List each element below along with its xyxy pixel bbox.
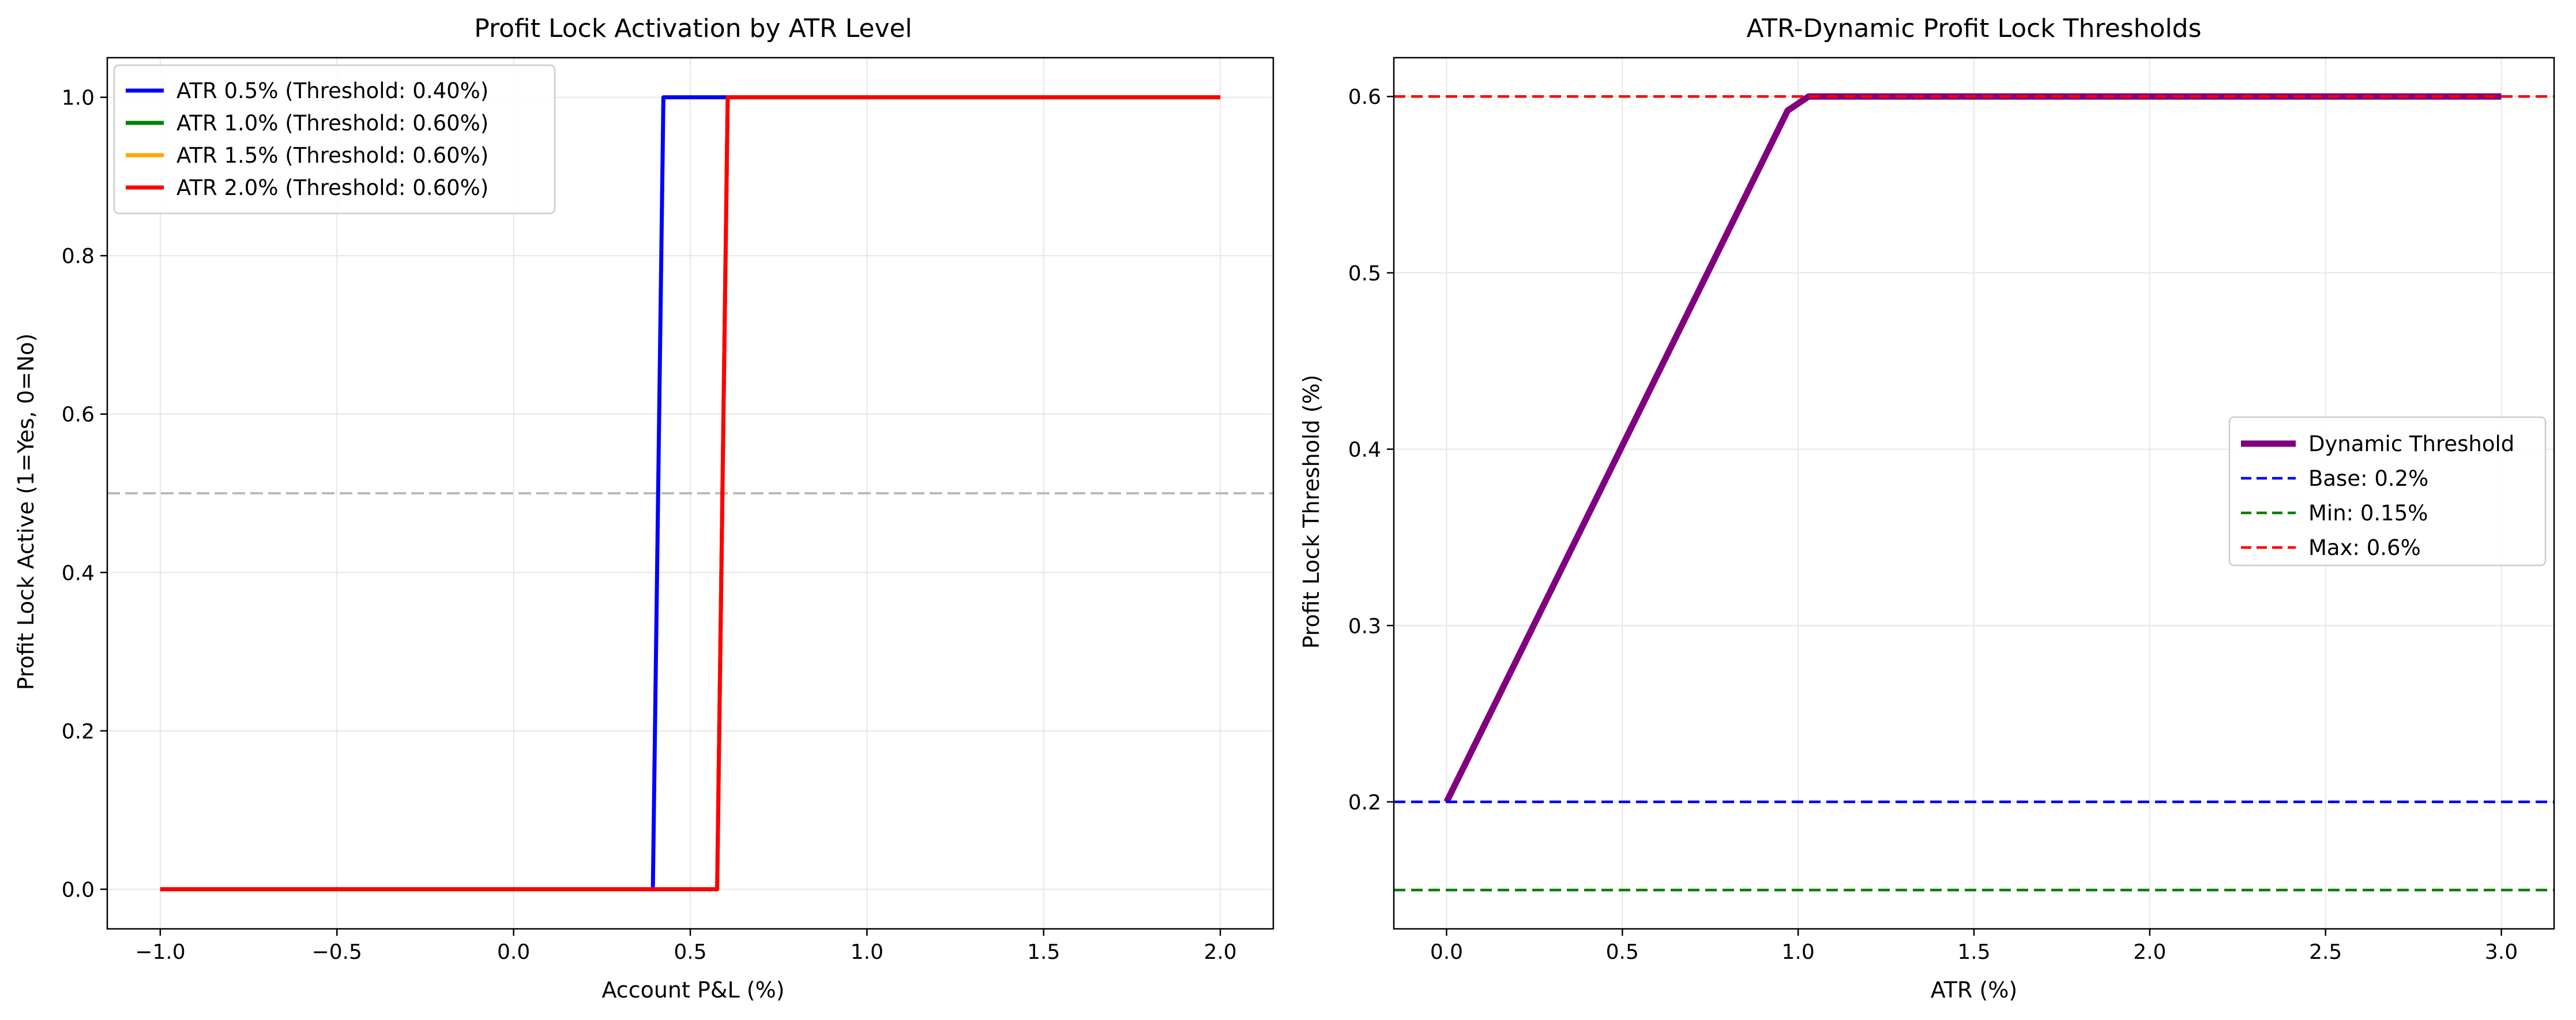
y-tick-label: 0.6 (62, 403, 95, 427)
y-tick-label: 0.4 (62, 561, 95, 585)
series-line (1443, 93, 2502, 804)
x-tick-label: 0.0 (497, 940, 530, 964)
series-line (160, 95, 1221, 891)
x-tick-label: 2.0 (1204, 940, 1236, 964)
legend-label: ATR 1.5% (Threshold: 0.60%) (176, 143, 488, 168)
y-tick-label: 1.0 (62, 87, 95, 110)
legend-label: Max: 0.6% (2308, 535, 2421, 560)
y-tick-label: 0.0 (62, 878, 95, 902)
legend-label: ATR 0.5% (Threshold: 0.40%) (176, 78, 488, 103)
legend-label: Base: 0.2% (2308, 466, 2428, 491)
y-tick-label: 0.4 (1348, 438, 1381, 462)
x-tick-label: 1.5 (1027, 940, 1060, 964)
x-tick-label: 2.0 (2133, 940, 2166, 964)
y-tick-label: 0.5 (1348, 262, 1381, 286)
x-tick-label: 0.0 (1430, 940, 1463, 964)
legend-label: ATR 2.0% (Threshold: 0.60%) (176, 175, 488, 200)
y-tick-label: 0.2 (1348, 791, 1381, 815)
x-tick-label: 2.5 (2309, 940, 2342, 964)
legend: ATR 0.5% (Threshold: 0.40%) ATR 1.0% (Thr… (113, 64, 556, 215)
y-tick-label: 0.3 (1348, 614, 1381, 638)
chart-title: ATR-Dynamic Profit Lock Thresholds (1746, 14, 2201, 43)
chart-profit-lock-activation: Profit Lock Activation by ATR Level Acco… (13, 14, 1274, 1003)
y-axis-label: Profit Lock Threshold (%) (1299, 374, 1324, 648)
legend: Dynamic Threshold Base: 0.2% Min: 0.15% Max… (2228, 416, 2547, 567)
ticks: 0.0 0.5 1.0 1.5 2.0 2.5 3.0 0.2 0.3 0.4 0.5 0.6 (1348, 85, 2518, 964)
legend-box (2228, 416, 2547, 567)
y-tick-label: 0.2 (62, 720, 95, 744)
y-tick-label: 0.6 (1348, 85, 1381, 109)
chart-title: Profit Lock Activation by ATR Level (474, 14, 912, 43)
x-tick-label: 1.0 (1782, 940, 1815, 964)
legend-label: Min: 0.15% (2308, 501, 2428, 526)
y-tick-label: 0.8 (62, 245, 95, 268)
series (160, 95, 1221, 891)
x-tick-label: 0.5 (674, 940, 706, 964)
x-tick-label: 0.5 (1606, 940, 1639, 964)
chart-atr-dynamic-thresholds: ATR-Dynamic Profit Lock Thresholds ATR (… (1299, 14, 2555, 1003)
x-tick-label: 1.0 (851, 940, 883, 964)
x-tick-label: −1.0 (135, 940, 185, 964)
legend-label: ATR 1.0% (Threshold: 0.60%) (176, 111, 488, 136)
ticks: −1.0 −0.5 0.0 0.5 1.0 1.5 2.0 0.0 0.2 0.4 0.6 0.8 1.… (62, 87, 1237, 964)
x-axis-label: ATR (%) (1931, 977, 2018, 1003)
y-axis-label: Profit Lock Active (1=Yes, 0=No) (13, 333, 39, 690)
legend-label: Dynamic Threshold (2308, 432, 2514, 456)
x-tick-label: 3.0 (2485, 940, 2518, 964)
x-tick-label: −0.5 (312, 940, 362, 964)
legend-box (113, 64, 556, 215)
x-axis-label: Account P&L (%) (601, 977, 784, 1003)
series (1394, 93, 2554, 892)
x-tick-label: 1.5 (1957, 940, 1990, 964)
